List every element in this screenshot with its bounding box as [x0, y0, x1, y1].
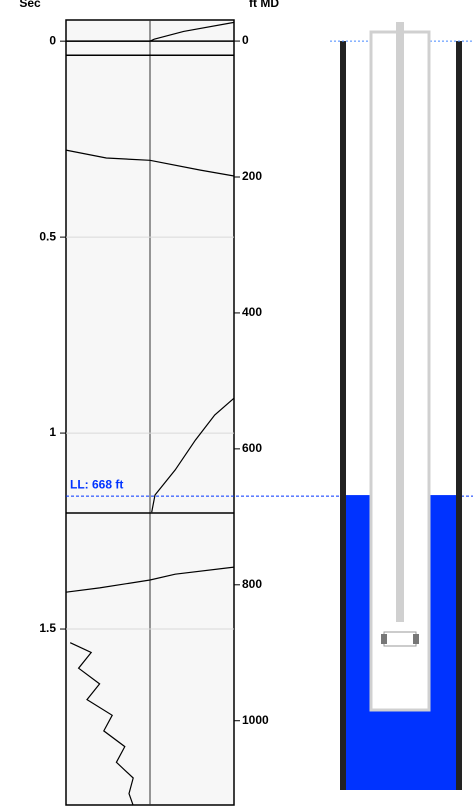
y-tick-label: 0: [49, 33, 56, 47]
y2-tick-label: 1000: [242, 713, 269, 727]
y-tick-label: 1: [49, 425, 56, 439]
y2-tick-label: 800: [242, 577, 262, 591]
echo-trace: [65, 21, 235, 806]
y-tick-label: 1.5: [39, 621, 56, 635]
y-axis-title: Sec: [19, 0, 41, 10]
y2-tick-label: 600: [242, 441, 262, 455]
pump-left: [381, 634, 387, 644]
liquid-level-label: LL: 668 ft: [70, 477, 123, 491]
rod-string: [396, 22, 404, 622]
y-tick-label: 0.5: [39, 229, 56, 243]
y2-tick-label: 200: [242, 169, 262, 183]
pump: [383, 631, 417, 647]
casing-right: [456, 41, 462, 790]
y2-axis-title: ft MD: [249, 0, 279, 10]
pump-right: [413, 634, 419, 644]
y2-tick-label: 400: [242, 305, 262, 319]
casing-left: [340, 41, 346, 790]
y2-tick-label: 0: [242, 33, 249, 47]
